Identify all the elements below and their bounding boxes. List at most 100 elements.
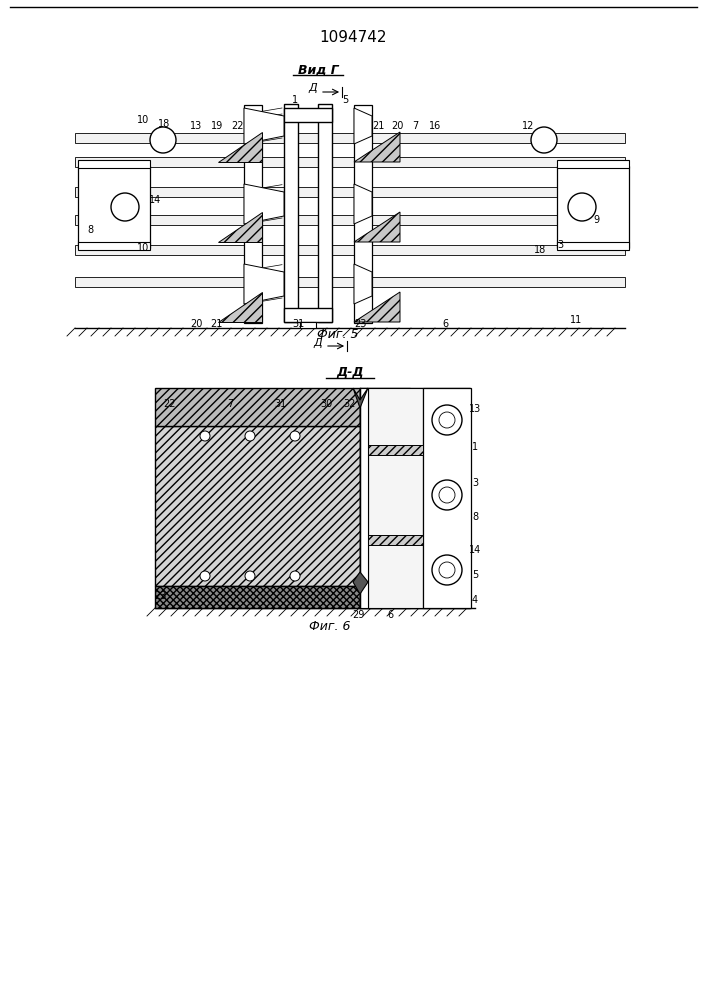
Text: 8: 8 [87,225,93,235]
Bar [78,166,150,248]
Bar [155,388,360,426]
Bar [284,108,332,122]
Circle shape [432,480,462,510]
Text: Вид Г: Вид Г [298,64,339,77]
Bar [75,133,625,143]
Circle shape [439,412,455,428]
Text: 12: 12 [522,121,534,131]
Bar [557,166,629,248]
Bar [75,215,625,225]
Text: 7: 7 [412,121,418,131]
Bar [354,105,372,323]
Circle shape [432,555,462,585]
Bar [557,160,629,168]
Text: 20: 20 [189,319,202,329]
Text: 6: 6 [387,610,393,620]
Circle shape [439,487,455,503]
Bar [360,388,410,424]
Text: 23: 23 [354,319,366,329]
Bar [360,578,410,608]
Circle shape [568,193,596,221]
Text: 21: 21 [210,319,222,329]
Text: 29: 29 [352,610,364,620]
Bar [155,586,360,608]
Polygon shape [354,264,372,304]
Polygon shape [244,108,284,144]
Text: 3: 3 [557,240,563,250]
Bar [368,388,423,608]
Circle shape [150,127,176,153]
Text: 1: 1 [472,442,478,452]
Bar [244,105,262,323]
Polygon shape [354,108,372,144]
Text: Фиг. 6: Фиг. 6 [309,620,351,634]
Text: 31: 31 [292,319,304,329]
Text: 1: 1 [292,95,298,105]
Text: 11: 11 [570,315,582,325]
Bar [360,388,368,608]
Text: 13: 13 [469,404,481,414]
Polygon shape [353,572,368,594]
Bar [284,104,298,322]
Text: 21: 21 [372,121,384,131]
Text: 30: 30 [320,399,332,409]
Bar [360,388,470,608]
Bar [300,322,316,328]
Text: 23: 23 [154,591,166,601]
Circle shape [531,127,557,153]
Text: 8: 8 [472,512,478,522]
Text: 22: 22 [164,399,176,409]
Text: 22: 22 [232,121,244,131]
Polygon shape [218,212,262,242]
Polygon shape [354,292,400,322]
Circle shape [245,571,255,581]
Bar [557,242,629,250]
Text: 7: 7 [227,399,233,409]
Text: 18: 18 [534,245,546,255]
Bar [284,308,332,322]
Circle shape [245,431,255,441]
Bar [75,277,625,287]
Polygon shape [353,388,368,408]
Bar [78,242,150,250]
Polygon shape [354,212,400,242]
Polygon shape [218,132,262,162]
Polygon shape [354,184,372,224]
Bar [368,445,423,455]
Bar [75,187,625,197]
Text: 3: 3 [472,478,478,488]
Bar [75,157,625,167]
Bar [423,388,471,608]
Bar [155,426,360,586]
Circle shape [432,405,462,435]
Bar [318,104,332,322]
Text: 18: 18 [158,119,170,129]
Polygon shape [218,292,262,322]
Text: 19: 19 [211,121,223,131]
Text: 5: 5 [472,570,478,580]
Text: 5: 5 [342,95,348,105]
Bar [78,160,150,168]
Text: Д: Д [309,83,317,93]
Text: 13: 13 [190,121,202,131]
Text: 31: 31 [274,399,286,409]
Text: 1094742: 1094742 [320,30,387,45]
Circle shape [200,571,210,581]
Text: Д-Д: Д-Д [337,365,363,378]
Circle shape [439,562,455,578]
Bar [368,535,423,545]
Text: 14: 14 [469,545,481,555]
Circle shape [290,571,300,581]
Circle shape [111,193,139,221]
Text: 32: 32 [343,399,355,409]
Polygon shape [244,184,284,224]
Circle shape [200,431,210,441]
Text: 14: 14 [149,195,161,205]
Text: 20: 20 [391,121,403,131]
Polygon shape [354,132,400,162]
Polygon shape [244,264,284,304]
Text: 10: 10 [137,115,149,125]
Circle shape [290,431,300,441]
Text: 9: 9 [593,215,599,225]
Text: 10: 10 [137,243,149,253]
